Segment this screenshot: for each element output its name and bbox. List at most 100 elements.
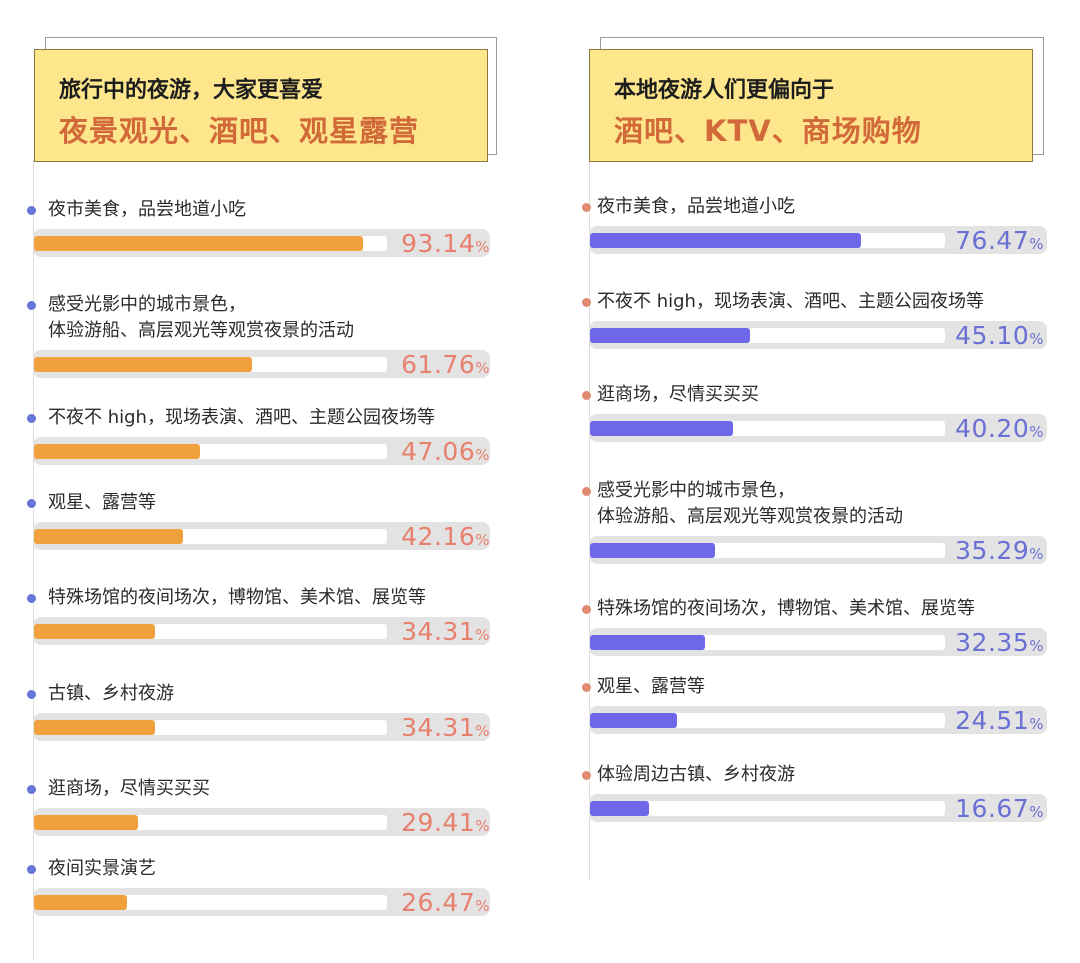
category-label: 逛商场，尽情买买买 [597, 384, 759, 405]
percent-value: 29.41 [401, 808, 476, 837]
category-label: 古镇、乡村夜游 [48, 683, 174, 704]
left-chart-subtitle: 夜景观光、酒吧、观星露营 [59, 114, 420, 148]
category-label: 感受光影中的城市景色， 体验游船、高层观光等观赏夜景的活动 [48, 294, 354, 341]
bar-track [34, 444, 387, 459]
bar-fill [34, 444, 201, 459]
bullet-dot-icon [27, 301, 36, 310]
bar-track [34, 236, 387, 251]
percent-label: 40.20% [934, 415, 1044, 446]
percent-unit: % [1029, 545, 1044, 563]
left-guide-line [33, 160, 34, 960]
category-label: 特殊场馆的夜间场次，博物馆、美术馆、展览等 [48, 587, 426, 608]
percent-label: 16.67% [934, 795, 1044, 826]
bar-fill [34, 720, 156, 735]
percent-value: 34.31 [401, 713, 476, 742]
bar-track [590, 635, 945, 650]
percent-label: 47.06% [380, 438, 490, 469]
bar-track [34, 357, 387, 372]
category-label: 观星、露营等 [597, 676, 705, 697]
percent-value: 32.35 [955, 628, 1030, 657]
percent-label: 34.31% [380, 714, 490, 745]
bar-track [590, 233, 945, 248]
right-header: 本地夜游人们更偏向于 酒吧、KTV、商场购物 [589, 49, 1033, 162]
percent-label: 45.10% [934, 322, 1044, 353]
percent-value: 42.16 [401, 522, 476, 551]
right-chart-title: 本地夜游人们更偏向于 [614, 78, 835, 103]
percent-value: 40.20 [955, 414, 1030, 443]
bar-fill [34, 357, 252, 372]
bar-track [590, 713, 945, 728]
percent-unit: % [1029, 330, 1044, 348]
bullet-dot-icon [582, 771, 591, 780]
bar-track [590, 421, 945, 436]
percent-value: 93.14 [401, 229, 476, 258]
bar-fill [590, 713, 677, 728]
percent-value: 47.06 [401, 437, 476, 466]
bar-track [590, 328, 945, 343]
bullet-dot-icon [27, 414, 36, 423]
percent-value: 34.31 [401, 617, 476, 646]
percent-unit: % [475, 817, 490, 835]
bullet-dot-icon [27, 499, 36, 508]
bullet-dot-icon [582, 391, 591, 400]
bar-track [34, 895, 387, 910]
bar-track [34, 815, 387, 830]
bar-track [34, 624, 387, 639]
percent-unit: % [475, 722, 490, 740]
bar-fill [590, 543, 716, 558]
category-label: 夜市美食，品尝地道小吃 [597, 196, 795, 217]
percent-label: 29.41% [380, 809, 490, 840]
bar-fill [34, 236, 363, 251]
bullet-dot-icon [27, 865, 36, 874]
percent-value: 26.47 [401, 888, 476, 917]
percent-label: 93.14% [380, 230, 490, 261]
category-label: 夜间实景演艺 [48, 858, 156, 879]
bar-fill [34, 815, 138, 830]
percent-value: 16.67 [955, 794, 1030, 823]
percent-label: 34.31% [380, 618, 490, 649]
bar-fill [590, 801, 650, 816]
percent-label: 26.47% [380, 889, 490, 920]
bullet-dot-icon [27, 690, 36, 699]
percent-value: 35.29 [955, 536, 1030, 565]
bar-fill [590, 233, 862, 248]
percent-unit: % [1029, 423, 1044, 441]
percent-unit: % [1029, 235, 1044, 253]
bar-fill [34, 529, 183, 544]
percent-value: 76.47 [955, 226, 1030, 255]
percent-value: 24.51 [955, 706, 1030, 735]
percent-unit: % [1029, 715, 1044, 733]
percent-unit: % [1029, 637, 1044, 655]
percent-unit: % [475, 897, 490, 915]
percent-unit: % [475, 626, 490, 644]
bar-track [34, 720, 387, 735]
percent-unit: % [1029, 803, 1044, 821]
bar-fill [590, 635, 705, 650]
percent-label: 42.16% [380, 523, 490, 554]
bullet-dot-icon [582, 605, 591, 614]
percent-label: 24.51% [934, 707, 1044, 738]
percent-label: 76.47% [934, 227, 1044, 258]
percent-label: 35.29% [934, 537, 1044, 568]
bullet-dot-icon [582, 487, 591, 496]
left-header: 旅行中的夜游，大家更喜爱 夜景观光、酒吧、观星露营 [34, 49, 488, 162]
percent-unit: % [475, 359, 490, 377]
category-label: 特殊场馆的夜间场次，博物馆、美术馆、展览等 [597, 598, 975, 619]
percent-value: 45.10 [955, 321, 1030, 350]
bar-track [590, 543, 945, 558]
bullet-dot-icon [27, 594, 36, 603]
left-chart-title: 旅行中的夜游，大家更喜爱 [59, 78, 324, 103]
bar-fill [590, 328, 751, 343]
category-label: 观星、露营等 [48, 492, 156, 513]
percent-unit: % [475, 531, 490, 549]
right-guide-line [589, 160, 590, 880]
bullet-dot-icon [582, 203, 591, 212]
category-label: 不夜不 high，现场表演、酒吧、主题公园夜场等 [597, 291, 984, 312]
right-chart-subtitle: 酒吧、KTV、商场购物 [614, 114, 922, 148]
category-label: 感受光影中的城市景色， 体验游船、高层观光等观赏夜景的活动 [597, 480, 903, 527]
category-label: 夜市美食，品尝地道小吃 [48, 199, 246, 220]
bar-track [590, 801, 945, 816]
category-label: 体验周边古镇、乡村夜游 [597, 764, 795, 785]
percent-value: 61.76 [401, 350, 476, 379]
percent-label: 32.35% [934, 629, 1044, 660]
